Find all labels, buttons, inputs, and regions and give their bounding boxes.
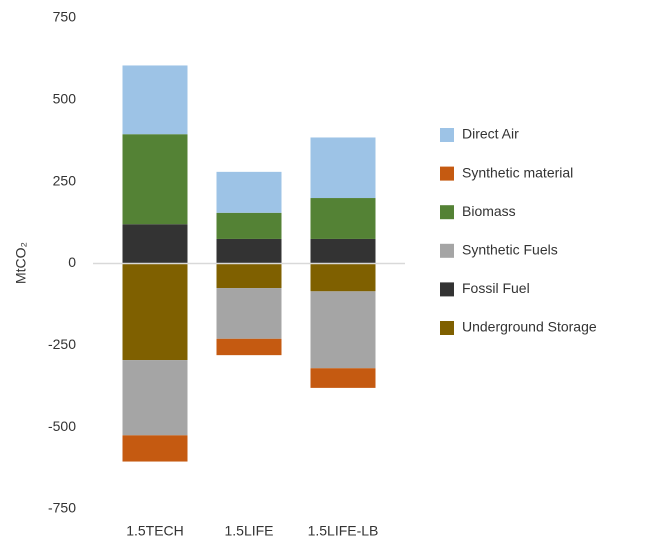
y-tick-label: -750 (48, 500, 76, 516)
legend-swatch (440, 128, 454, 142)
bar-segment (122, 263, 188, 361)
legend-label: Synthetic Fuels (462, 242, 558, 258)
bar-segment (310, 291, 376, 369)
bar-segment (216, 338, 282, 356)
y-tick-label: 0 (68, 254, 76, 270)
bar-segment (216, 238, 282, 264)
bar-segment (122, 435, 188, 462)
y-tick-label: 500 (53, 91, 77, 107)
legend-label: Biomass (462, 203, 516, 219)
bar-segment (122, 224, 188, 264)
legend-label: Underground Storage (462, 319, 597, 335)
bar-segment (310, 263, 376, 292)
x-tick-label: 1.5LIFE (224, 523, 273, 539)
y-tick-label: -250 (48, 336, 76, 352)
bar-segment (122, 134, 188, 225)
bar-segment (310, 238, 376, 264)
y-tick-label: -500 (48, 418, 76, 434)
bar-segment (216, 171, 282, 213)
y-tick-label: 750 (53, 9, 77, 25)
bar-segment (122, 65, 188, 135)
legend-label: Direct Air (462, 126, 519, 142)
bar-segment (310, 137, 376, 199)
bar-segment (310, 198, 376, 239)
legend-swatch (440, 321, 454, 335)
bar-segment (216, 263, 282, 289)
bar-segment (122, 360, 188, 436)
legend-label: Synthetic material (462, 164, 573, 180)
legend-swatch (440, 282, 454, 297)
bar-segment (216, 288, 282, 339)
x-tick-label: 1.5TECH (126, 523, 184, 539)
legend-swatch (440, 205, 454, 220)
legend-swatch (440, 166, 454, 181)
x-tick-label: 1.5LIFE-LB (308, 523, 379, 539)
bar-segment (216, 212, 282, 239)
legend-label: Fossil Fuel (462, 280, 530, 296)
y-tick-label: 250 (53, 172, 77, 188)
y-axis-label: MtCO₂ (13, 242, 29, 284)
legend-swatch (440, 243, 454, 258)
bar-segment (310, 368, 376, 388)
